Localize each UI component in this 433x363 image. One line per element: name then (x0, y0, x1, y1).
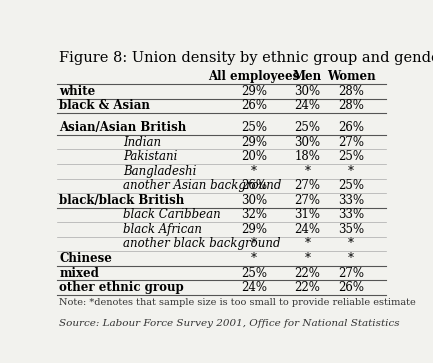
Text: 25%: 25% (294, 121, 320, 134)
Text: 30%: 30% (241, 194, 267, 207)
Text: 32%: 32% (241, 208, 267, 221)
Text: Men: Men (293, 70, 322, 83)
Text: 26%: 26% (241, 179, 267, 192)
Text: *: * (348, 252, 354, 265)
Text: Note: *denotes that sample size is too small to provide reliable estimate: Note: *denotes that sample size is too s… (59, 298, 416, 307)
Text: mixed: mixed (59, 266, 99, 280)
Text: 27%: 27% (294, 179, 320, 192)
Text: 31%: 31% (294, 208, 320, 221)
Text: 27%: 27% (338, 266, 364, 280)
Text: black African: black African (123, 223, 202, 236)
Text: 30%: 30% (294, 85, 320, 98)
Text: black/black British: black/black British (59, 194, 184, 207)
Text: 33%: 33% (338, 208, 364, 221)
Text: 29%: 29% (241, 85, 267, 98)
Text: 24%: 24% (241, 281, 267, 294)
Text: 25%: 25% (338, 150, 364, 163)
Text: 29%: 29% (241, 136, 267, 149)
Text: Chinese: Chinese (59, 252, 112, 265)
Text: *: * (304, 165, 310, 178)
Text: 28%: 28% (338, 99, 364, 113)
Text: *: * (348, 165, 354, 178)
Text: All employees: All employees (208, 70, 299, 83)
Text: white: white (59, 85, 95, 98)
Text: Figure 8: Union density by ethnic group and gender 2001: Figure 8: Union density by ethnic group … (59, 50, 433, 65)
Text: other ethnic group: other ethnic group (59, 281, 184, 294)
Text: Bangladeshi: Bangladeshi (123, 165, 196, 178)
Text: 24%: 24% (294, 99, 320, 113)
Text: 26%: 26% (338, 281, 364, 294)
Text: Source: Labour Force Survey 2001, Office for National Statistics: Source: Labour Force Survey 2001, Office… (59, 319, 400, 327)
Text: 25%: 25% (241, 121, 267, 134)
Text: 22%: 22% (294, 266, 320, 280)
Text: another black background: another black background (123, 237, 281, 250)
Text: 27%: 27% (294, 194, 320, 207)
Text: 25%: 25% (338, 179, 364, 192)
Text: black & Asian: black & Asian (59, 99, 150, 113)
Text: 25%: 25% (241, 266, 267, 280)
Text: 26%: 26% (338, 121, 364, 134)
Text: *: * (251, 237, 257, 250)
Text: Asian/Asian British: Asian/Asian British (59, 121, 187, 134)
Text: *: * (304, 252, 310, 265)
Text: *: * (304, 237, 310, 250)
Text: *: * (348, 237, 354, 250)
Text: 33%: 33% (338, 194, 364, 207)
Text: 26%: 26% (241, 99, 267, 113)
Text: Pakistani: Pakistani (123, 150, 177, 163)
Text: 22%: 22% (294, 281, 320, 294)
Text: 20%: 20% (241, 150, 267, 163)
Text: 29%: 29% (241, 223, 267, 236)
Text: Indian: Indian (123, 136, 161, 149)
Text: 27%: 27% (338, 136, 364, 149)
Text: 28%: 28% (338, 85, 364, 98)
Text: black Caribbean: black Caribbean (123, 208, 221, 221)
Text: 24%: 24% (294, 223, 320, 236)
Text: 18%: 18% (294, 150, 320, 163)
Text: 30%: 30% (294, 136, 320, 149)
Text: 35%: 35% (338, 223, 364, 236)
Text: *: * (251, 165, 257, 178)
Text: Women: Women (327, 70, 375, 83)
Text: *: * (251, 252, 257, 265)
Text: another Asian background: another Asian background (123, 179, 281, 192)
